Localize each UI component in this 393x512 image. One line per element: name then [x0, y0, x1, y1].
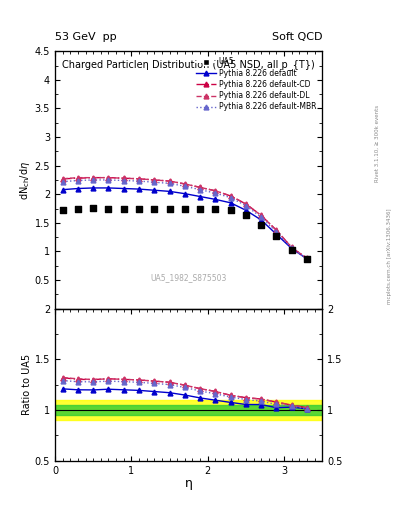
Pythia 8.226 default-DL [167, 178, 172, 184]
UA5 [197, 204, 203, 212]
Pythia 8.226 default [244, 207, 248, 214]
Text: mcplots.cern.ch [arXiv:1306.3436]: mcplots.cern.ch [arXiv:1306.3436] [387, 208, 391, 304]
Pythia 8.226 default-DL [274, 227, 279, 233]
Pythia 8.226 default-CD [228, 193, 233, 199]
UA5 [273, 232, 279, 240]
Pythia 8.226 default-DL [198, 184, 202, 190]
Pythia 8.226 default-DL [137, 176, 141, 182]
Pythia 8.226 default-DL [75, 175, 80, 181]
Line: Pythia 8.226 default-MBR: Pythia 8.226 default-MBR [60, 178, 309, 261]
UA5 [105, 204, 112, 212]
Pythia 8.226 default [305, 256, 309, 262]
UA5 [243, 211, 249, 220]
Pythia 8.226 default-MBR [228, 195, 233, 201]
Pythia 8.226 default-MBR [289, 245, 294, 251]
Legend: UA5, Pythia 8.226 default, Pythia 8.226 default-CD, Pythia 8.226 default-DL, Pyt: UA5, Pythia 8.226 default, Pythia 8.226 … [194, 55, 318, 114]
Pythia 8.226 default-DL [106, 175, 111, 181]
Pythia 8.226 default [152, 187, 157, 194]
Pythia 8.226 default-CD [259, 212, 264, 219]
Pythia 8.226 default [60, 186, 65, 193]
Pythia 8.226 default-CD [152, 177, 157, 183]
Pythia 8.226 default-MBR [259, 214, 264, 220]
Pythia 8.226 default [259, 217, 264, 223]
Pythia 8.226 default-CD [106, 175, 111, 181]
Pythia 8.226 default-MBR [152, 179, 157, 185]
Text: Soft QCD: Soft QCD [272, 32, 322, 42]
Pythia 8.226 default-MBR [305, 256, 309, 262]
UA5 [228, 206, 234, 215]
UA5 [59, 206, 66, 215]
Pythia 8.226 default-MBR [213, 190, 218, 196]
Pythia 8.226 default-MBR [91, 177, 95, 183]
Pythia 8.226 default-DL [244, 201, 248, 207]
Pythia 8.226 default [106, 185, 111, 191]
Pythia 8.226 default-CD [244, 201, 248, 207]
Pythia 8.226 default-MBR [60, 179, 65, 185]
Pythia 8.226 default-CD [75, 175, 80, 181]
Pythia 8.226 default [289, 246, 294, 252]
Pythia 8.226 default-DL [60, 176, 65, 182]
UA5 [288, 246, 295, 254]
Pythia 8.226 default [75, 185, 80, 191]
Pythia 8.226 default-DL [289, 244, 294, 250]
Pythia 8.226 default-CD [91, 175, 95, 181]
Pythia 8.226 default-DL [259, 212, 264, 219]
Pythia 8.226 default-CD [182, 181, 187, 187]
Pythia 8.226 default-MBR [75, 178, 80, 184]
Text: UA5_1982_S875503: UA5_1982_S875503 [151, 273, 227, 282]
Pythia 8.226 default-DL [228, 193, 233, 199]
Pythia 8.226 default [91, 185, 95, 191]
Pythia 8.226 default-CD [167, 178, 172, 184]
UA5 [75, 204, 81, 212]
Text: 53 GeV  pp: 53 GeV pp [55, 32, 117, 42]
Pythia 8.226 default-MBR [244, 203, 248, 209]
Pythia 8.226 default [228, 200, 233, 206]
Pythia 8.226 default [274, 231, 279, 238]
Pythia 8.226 default-DL [121, 175, 126, 181]
Pythia 8.226 default-MBR [137, 178, 141, 184]
UA5 [151, 204, 158, 212]
Pythia 8.226 default-CD [60, 176, 65, 182]
UA5 [182, 204, 188, 212]
Pythia 8.226 default-CD [305, 255, 309, 262]
Pythia 8.226 default-CD [289, 244, 294, 250]
Pythia 8.226 default-DL [182, 181, 187, 187]
Pythia 8.226 default [121, 185, 126, 191]
Pythia 8.226 default [198, 194, 202, 200]
Pythia 8.226 default-MBR [182, 183, 187, 189]
Line: Pythia 8.226 default-CD: Pythia 8.226 default-CD [60, 175, 309, 261]
Pythia 8.226 default-DL [305, 255, 309, 262]
Pythia 8.226 default-MBR [274, 229, 279, 235]
Text: Charged Particleη Distribution (UA5 NSD, all p_{T}): Charged Particleη Distribution (UA5 NSD,… [62, 59, 315, 70]
UA5 [90, 204, 96, 212]
Pythia 8.226 default-DL [91, 175, 95, 181]
Line: Pythia 8.226 default-DL: Pythia 8.226 default-DL [60, 175, 309, 261]
Pythia 8.226 default-CD [198, 184, 202, 190]
Y-axis label: Ratio to UA5: Ratio to UA5 [22, 354, 32, 415]
UA5 [212, 205, 219, 213]
Pythia 8.226 default [137, 186, 141, 192]
Pythia 8.226 default [167, 188, 172, 195]
UA5 [136, 204, 142, 212]
Pythia 8.226 default-CD [121, 175, 126, 181]
Pythia 8.226 default-MBR [167, 180, 172, 186]
Pythia 8.226 default [213, 196, 218, 202]
UA5 [121, 204, 127, 212]
X-axis label: η: η [185, 477, 193, 490]
Y-axis label: dN$_{\rm ch}$/d$\eta$: dN$_{\rm ch}$/d$\eta$ [18, 160, 32, 200]
UA5 [304, 255, 310, 264]
Pythia 8.226 default-MBR [121, 178, 126, 184]
Line: Pythia 8.226 default: Pythia 8.226 default [60, 185, 309, 261]
Pythia 8.226 default-CD [137, 176, 141, 182]
Pythia 8.226 default-MBR [106, 177, 111, 183]
Pythia 8.226 default [182, 190, 187, 197]
Pythia 8.226 default-MBR [198, 186, 202, 193]
UA5 [258, 221, 264, 229]
Pythia 8.226 default-DL [152, 177, 157, 183]
Pythia 8.226 default-CD [274, 227, 279, 233]
Pythia 8.226 default-DL [213, 188, 218, 194]
UA5 [166, 204, 173, 212]
Text: Rivet 3.1.10, ≥ 300k events: Rivet 3.1.10, ≥ 300k events [375, 105, 380, 182]
Pythia 8.226 default-CD [213, 188, 218, 194]
